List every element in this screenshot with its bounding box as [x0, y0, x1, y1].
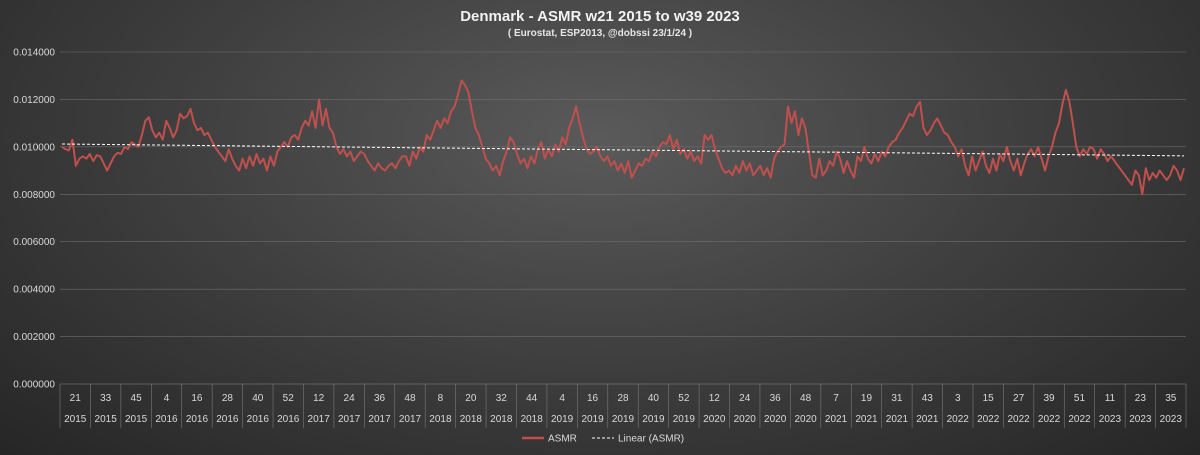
- x-tick-year: 2022: [1038, 414, 1061, 425]
- x-tick-year: 2022: [977, 414, 1000, 425]
- y-tick-label: 0.006000: [13, 237, 55, 248]
- x-tick-week: 28: [617, 393, 629, 404]
- x-tick-week: 23: [1135, 393, 1147, 404]
- x-tick-year: 2019: [642, 414, 665, 425]
- x-tick-week: 40: [648, 393, 660, 404]
- x-tick-week: 8: [438, 393, 444, 404]
- y-tick-label: 0.010000: [13, 142, 55, 153]
- x-tick-year: 2019: [581, 414, 604, 425]
- x-tick-year: 2020: [794, 414, 817, 425]
- x-tick-year: 2022: [947, 414, 970, 425]
- series-asmr-line: [61, 79, 1185, 196]
- x-tick-week: 21: [70, 393, 82, 404]
- y-tick-label: 0.012000: [13, 95, 55, 106]
- x-tick-year: 2018: [490, 414, 513, 425]
- x-tick-week: 36: [770, 393, 782, 404]
- x-tick-year: 2017: [338, 414, 361, 425]
- x-tick-year: 2022: [1068, 414, 1091, 425]
- x-tick-week: 16: [191, 393, 203, 404]
- x-tick-year: 2021: [886, 414, 909, 425]
- x-tick-year: 2016: [247, 414, 270, 425]
- chart-title: Denmark - ASMR w21 2015 to w39 2023: [460, 8, 740, 25]
- x-tick-week: 35: [1165, 393, 1177, 404]
- x-tick-year: 2023: [1160, 414, 1183, 425]
- x-tick-year: 2015: [64, 414, 87, 425]
- x-tick-week: 44: [526, 393, 538, 404]
- legend: ASMR Linear (ASMR): [522, 434, 684, 445]
- x-tick-year: 2016: [155, 414, 178, 425]
- x-tick-year: 2023: [1099, 414, 1122, 425]
- x-tick-year: 2015: [95, 414, 118, 425]
- x-tick-year: 2018: [460, 414, 483, 425]
- x-tick-week: 48: [800, 393, 812, 404]
- x-tick-week: 11: [1105, 393, 1116, 404]
- y-axis: 0.000000 0.002000 0.004000 0.006000 0.008000…: [13, 48, 55, 391]
- legend-label-asmr: ASMR: [548, 434, 577, 445]
- x-tick-week: 48: [404, 393, 416, 404]
- x-tick-year: 2021: [825, 414, 848, 425]
- x-tick-year: 2016: [186, 414, 209, 425]
- x-tick-year: 2021: [916, 414, 939, 425]
- x-tick-week: 4: [164, 393, 170, 404]
- chart-subtitle: ( Eurostat, ESP2013, @dobssi 23/1/24 ): [508, 28, 692, 39]
- series-linear-trendline: [61, 143, 1185, 157]
- x-tick-week: 40: [252, 393, 264, 404]
- x-tick-week: 3: [955, 393, 961, 404]
- x-tick-week: 45: [131, 393, 143, 404]
- x-tick-year: 2018: [429, 414, 452, 425]
- x-tick-week: 27: [1013, 393, 1025, 404]
- x-tick-year: 2022: [1007, 414, 1030, 425]
- x-tick-week: 31: [891, 393, 903, 404]
- y-tick-label: 0.000000: [13, 380, 55, 391]
- x-tick-week: 36: [374, 393, 386, 404]
- x-tick-week: 39: [1043, 393, 1055, 404]
- x-tick-year: 2016: [216, 414, 239, 425]
- series-group: [61, 79, 1185, 196]
- x-tick-year: 2018: [521, 414, 544, 425]
- x-tick-week: 16: [587, 393, 599, 404]
- x-tick-week: 28: [222, 393, 234, 404]
- x-tick-year: 2020: [703, 414, 726, 425]
- x-tick-week: 43: [922, 393, 934, 404]
- x-tick-week: 24: [344, 393, 356, 404]
- x-tick-year: 2023: [1129, 414, 1152, 425]
- x-tick-week: 15: [983, 393, 995, 404]
- x-tick-year: 2019: [551, 414, 574, 425]
- x-tick-week: 12: [709, 393, 721, 404]
- x-tick-year: 2016: [277, 414, 300, 425]
- x-axis: 2120153320154520154201616201628201640201…: [59, 384, 1187, 428]
- x-tick-year: 2020: [764, 414, 787, 425]
- x-tick-week: 19: [861, 393, 873, 404]
- y-tick-label: 0.014000: [13, 48, 55, 59]
- x-tick-week: 20: [465, 393, 477, 404]
- x-tick-week: 24: [739, 393, 751, 404]
- x-tick-week: 33: [100, 393, 112, 404]
- x-tick-year: 2015: [125, 414, 148, 425]
- x-tick-year: 2019: [612, 414, 635, 425]
- x-tick-year: 2017: [308, 414, 331, 425]
- x-tick-week: 52: [678, 393, 690, 404]
- y-tick-label: 0.008000: [13, 190, 55, 201]
- x-tick-week: 4: [559, 393, 565, 404]
- grid-lines: [60, 51, 1186, 385]
- x-tick-year: 2017: [368, 414, 391, 425]
- x-tick-year: 2021: [855, 414, 878, 425]
- y-tick-label: 0.004000: [13, 285, 55, 296]
- x-tick-year: 2019: [673, 414, 696, 425]
- x-tick-year: 2020: [734, 414, 757, 425]
- x-tick-week: 51: [1074, 393, 1086, 404]
- x-tick-week: 7: [833, 393, 839, 404]
- x-tick-week: 52: [283, 393, 295, 404]
- x-tick-year: 2017: [399, 414, 422, 425]
- x-tick-week: 12: [313, 393, 325, 404]
- x-tick-week: 32: [496, 393, 508, 404]
- legend-label-linear: Linear (ASMR): [618, 434, 684, 445]
- y-tick-label: 0.002000: [13, 332, 55, 343]
